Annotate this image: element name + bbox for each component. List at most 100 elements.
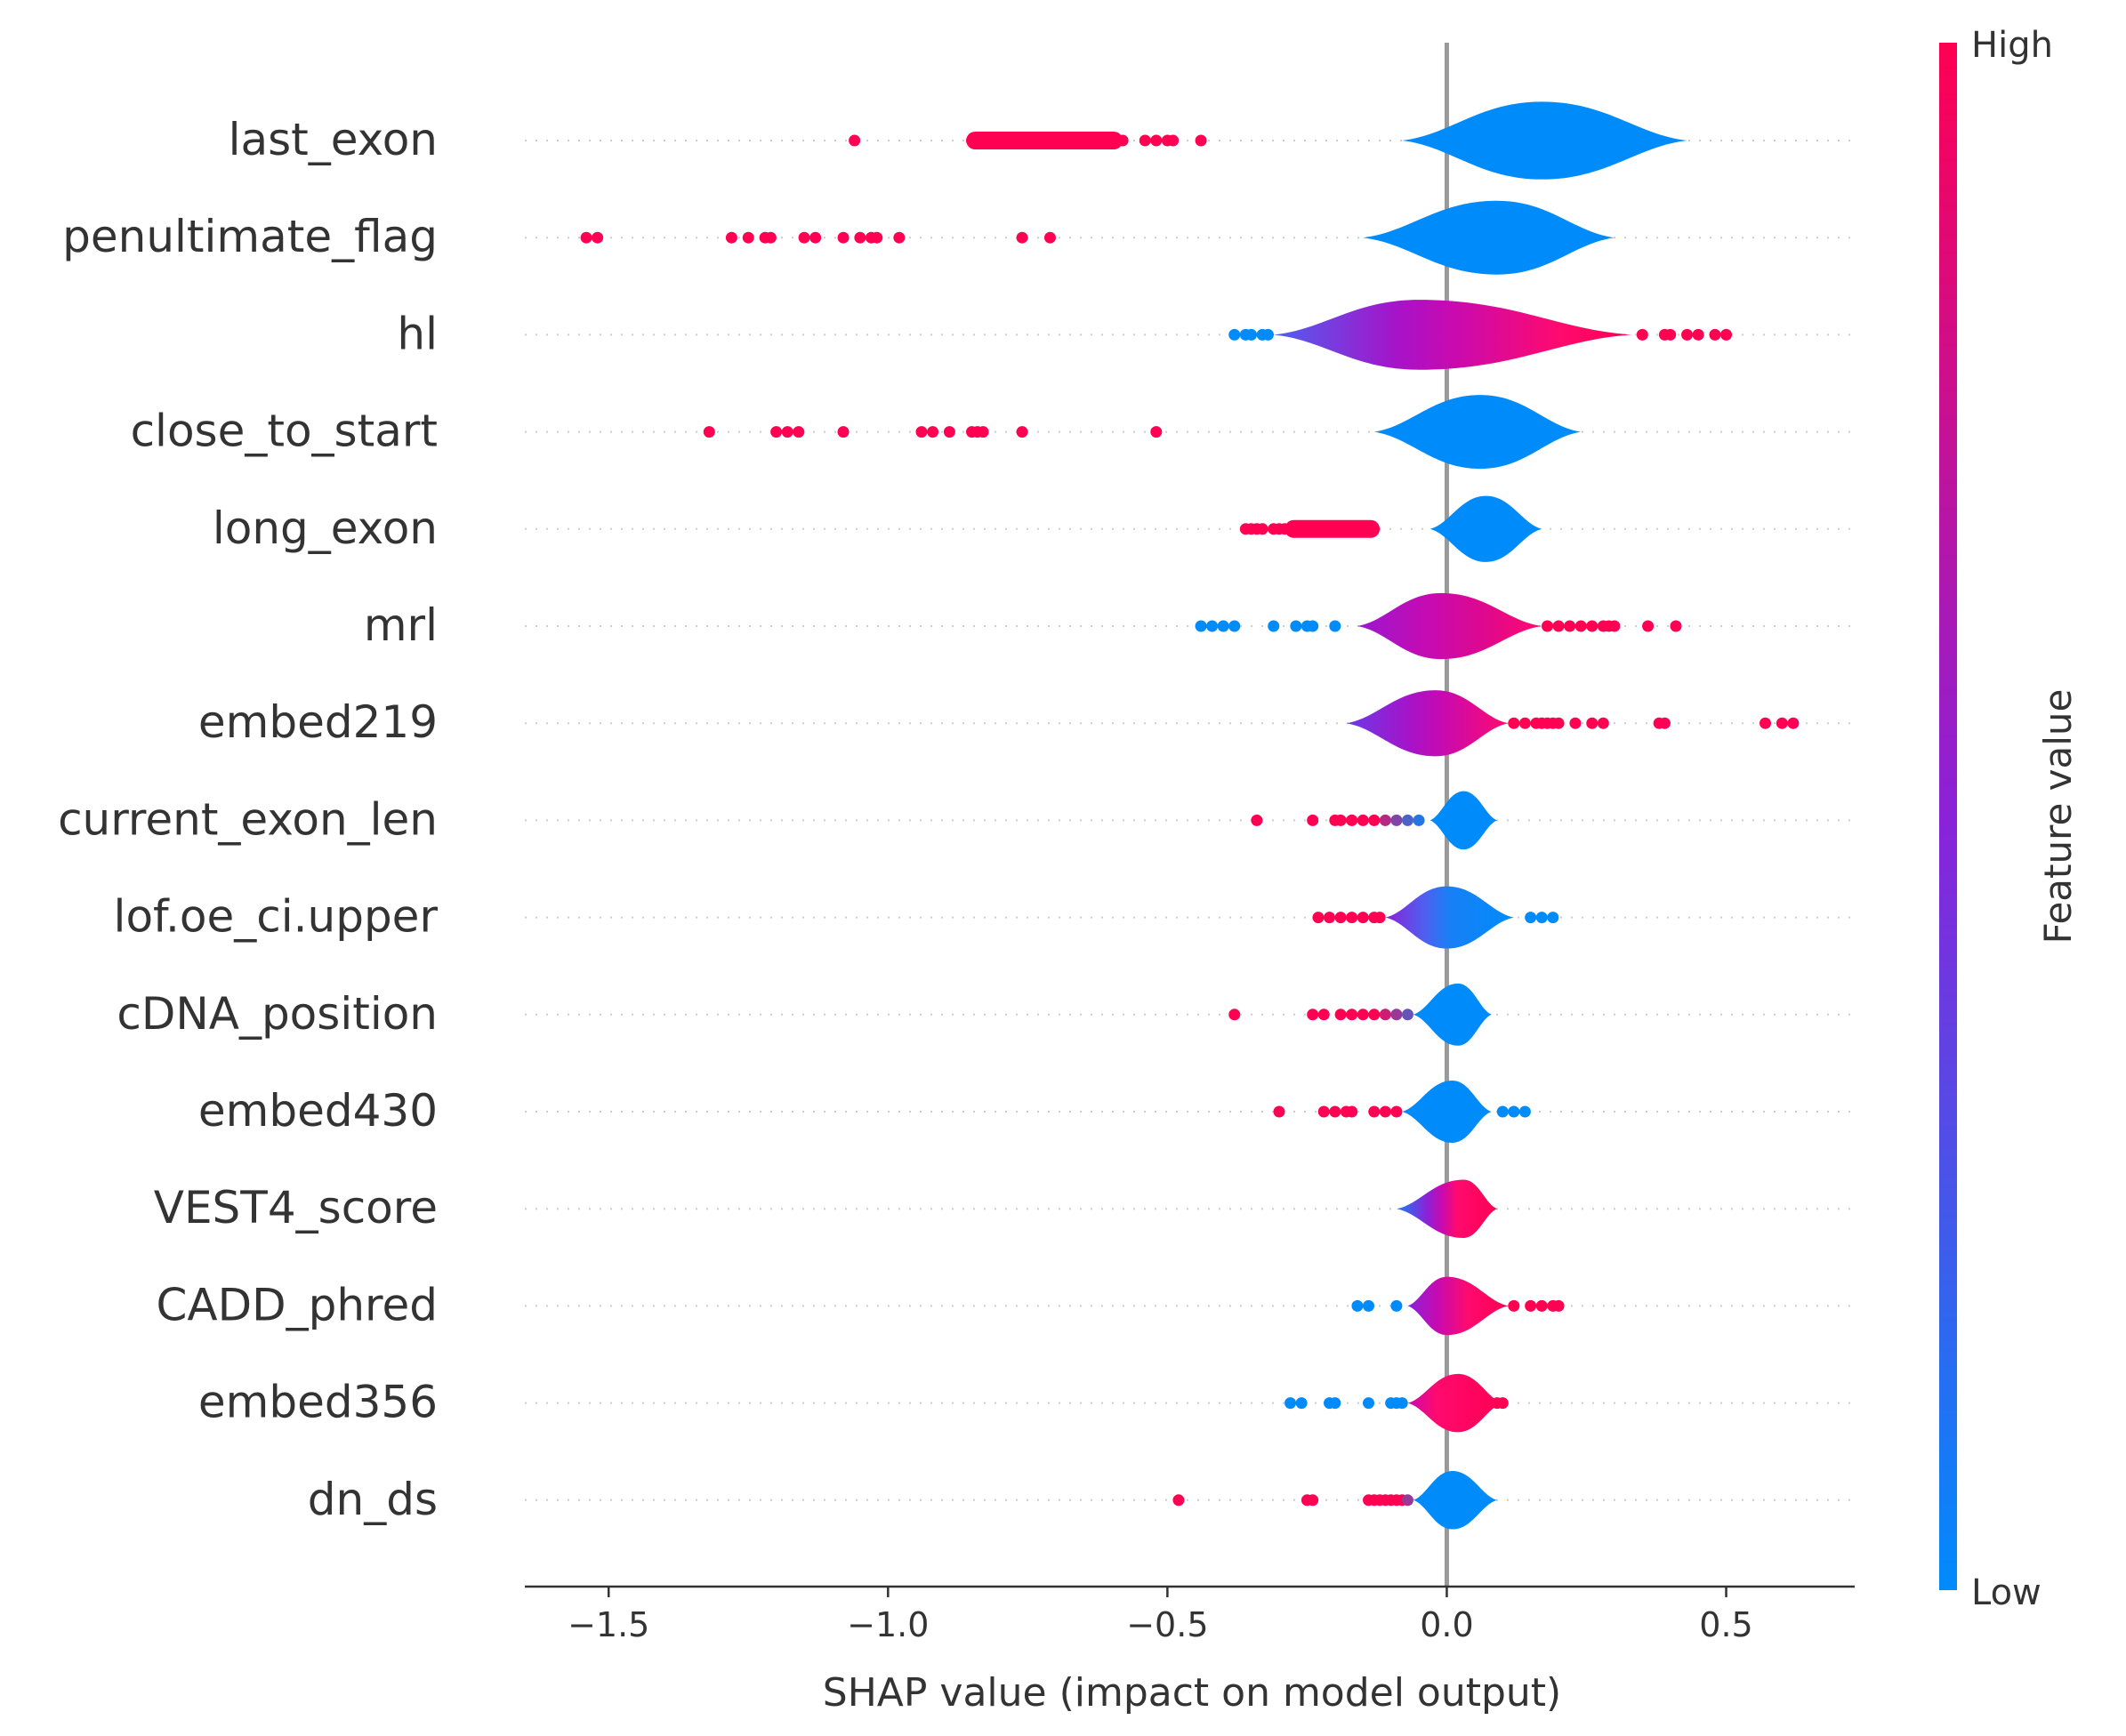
feature-label: current_exon_len bbox=[58, 793, 438, 845]
shap-point bbox=[1290, 620, 1302, 632]
shap-point bbox=[1228, 1009, 1241, 1021]
shap-point bbox=[1139, 134, 1151, 147]
shap-point bbox=[1261, 328, 1274, 341]
feature-label: CADD_phred bbox=[156, 1279, 438, 1330]
shap-point bbox=[1670, 620, 1682, 632]
shap-point bbox=[1334, 912, 1347, 924]
colorbar-high-label: High bbox=[1971, 25, 2053, 66]
shap-point bbox=[1496, 1105, 1509, 1118]
shap-point bbox=[1357, 912, 1369, 924]
shap-point bbox=[1658, 717, 1671, 729]
shap-point bbox=[1373, 912, 1386, 924]
shap-point bbox=[1150, 134, 1163, 147]
shap-point bbox=[1228, 620, 1241, 632]
feature-label: hl bbox=[397, 308, 438, 359]
row-gridlines bbox=[525, 140, 1855, 1501]
shap-point bbox=[1709, 328, 1721, 341]
dense-points-band bbox=[1284, 519, 1381, 538]
shap-point bbox=[1324, 912, 1336, 924]
shap-point bbox=[1508, 717, 1520, 729]
shap-point bbox=[703, 426, 715, 438]
violin-embed219 bbox=[1346, 690, 1509, 757]
x-tick-label: 0.0 bbox=[1420, 1605, 1473, 1644]
feature-label: close_to_start bbox=[131, 406, 438, 457]
shap-point bbox=[849, 134, 861, 147]
shap-point bbox=[1050, 134, 1062, 147]
dense-points-band bbox=[966, 132, 1123, 149]
shap-point bbox=[809, 231, 822, 244]
shap-point bbox=[1401, 1009, 1413, 1021]
violin-cDNA_position bbox=[1413, 983, 1492, 1046]
shap-point bbox=[1518, 717, 1531, 729]
feature-label: cDNA_position bbox=[117, 988, 438, 1040]
shap-point bbox=[1317, 1105, 1330, 1118]
x-tick-label: −0.5 bbox=[1126, 1605, 1208, 1644]
colorbar: High Low Feature value bbox=[1939, 25, 2080, 1613]
violin-layer bbox=[1273, 101, 1687, 1530]
shap-point bbox=[1195, 134, 1207, 147]
shap-point bbox=[1284, 1397, 1297, 1410]
violin-dn_ds bbox=[1413, 1471, 1497, 1530]
shap-point bbox=[1368, 1105, 1381, 1118]
shap-point bbox=[1496, 1397, 1509, 1410]
x-tick-label: 0.5 bbox=[1699, 1605, 1752, 1644]
shap-point bbox=[977, 426, 989, 438]
shap-point bbox=[1390, 1009, 1403, 1021]
shap-point bbox=[1116, 134, 1129, 147]
shap-point bbox=[1759, 717, 1771, 729]
violin-lof.oe_ci.upper bbox=[1385, 886, 1514, 949]
shap-point bbox=[1368, 1009, 1381, 1021]
violin-embed430 bbox=[1402, 1081, 1492, 1143]
shap-point bbox=[1413, 814, 1425, 826]
shap-point bbox=[1106, 134, 1118, 147]
shap-point bbox=[943, 426, 955, 438]
shap-point bbox=[1346, 912, 1358, 924]
shap-point bbox=[1206, 620, 1219, 632]
shap-point bbox=[1150, 426, 1163, 438]
shap-point bbox=[1346, 814, 1358, 826]
shap-point bbox=[1390, 1299, 1403, 1312]
shap-point bbox=[1535, 1299, 1548, 1312]
feature-label: penultimate_flag bbox=[62, 211, 438, 262]
shap-point bbox=[1379, 1009, 1391, 1021]
feature-label: long_exon bbox=[213, 502, 438, 554]
feature-label: last_exon bbox=[229, 114, 438, 165]
shap-point bbox=[1642, 620, 1655, 632]
feature-label: embed219 bbox=[198, 696, 438, 748]
feature-label: mrl bbox=[364, 599, 438, 651]
shap-point bbox=[1251, 814, 1263, 826]
shap-point bbox=[1021, 134, 1034, 147]
shap-point bbox=[854, 231, 866, 244]
shap-point bbox=[1586, 717, 1599, 729]
shap-point bbox=[1077, 134, 1090, 147]
shap-point bbox=[1508, 1105, 1520, 1118]
shap-point bbox=[1379, 1105, 1391, 1118]
shap-point bbox=[770, 426, 783, 438]
shap-point bbox=[781, 426, 793, 438]
feature-label: lof.oe_ci.upper bbox=[114, 891, 439, 943]
shap-point bbox=[893, 231, 906, 244]
shap-point bbox=[1329, 1397, 1341, 1410]
shap-point bbox=[1334, 1009, 1347, 1021]
shap-point bbox=[1334, 814, 1347, 826]
shap-point bbox=[1368, 814, 1381, 826]
shap-point bbox=[1351, 1299, 1364, 1312]
feature-label: embed430 bbox=[198, 1085, 438, 1137]
shap-point bbox=[1245, 328, 1258, 341]
shap-point bbox=[725, 231, 737, 244]
shap-point bbox=[1363, 1397, 1375, 1410]
shap-point bbox=[798, 231, 810, 244]
shap-point bbox=[837, 231, 850, 244]
shap-point bbox=[1692, 328, 1704, 341]
shap-point bbox=[1346, 1009, 1358, 1021]
shap-point bbox=[1636, 328, 1648, 341]
violin-last_exon bbox=[1402, 101, 1687, 180]
violin-penultimate_flag bbox=[1363, 200, 1615, 275]
shap-point bbox=[742, 231, 754, 244]
colorbar-gradient-bar bbox=[1939, 43, 1957, 1590]
shap-point bbox=[1569, 717, 1582, 729]
shap-point bbox=[1307, 620, 1319, 632]
feature-label: VEST4_score bbox=[154, 1182, 438, 1234]
